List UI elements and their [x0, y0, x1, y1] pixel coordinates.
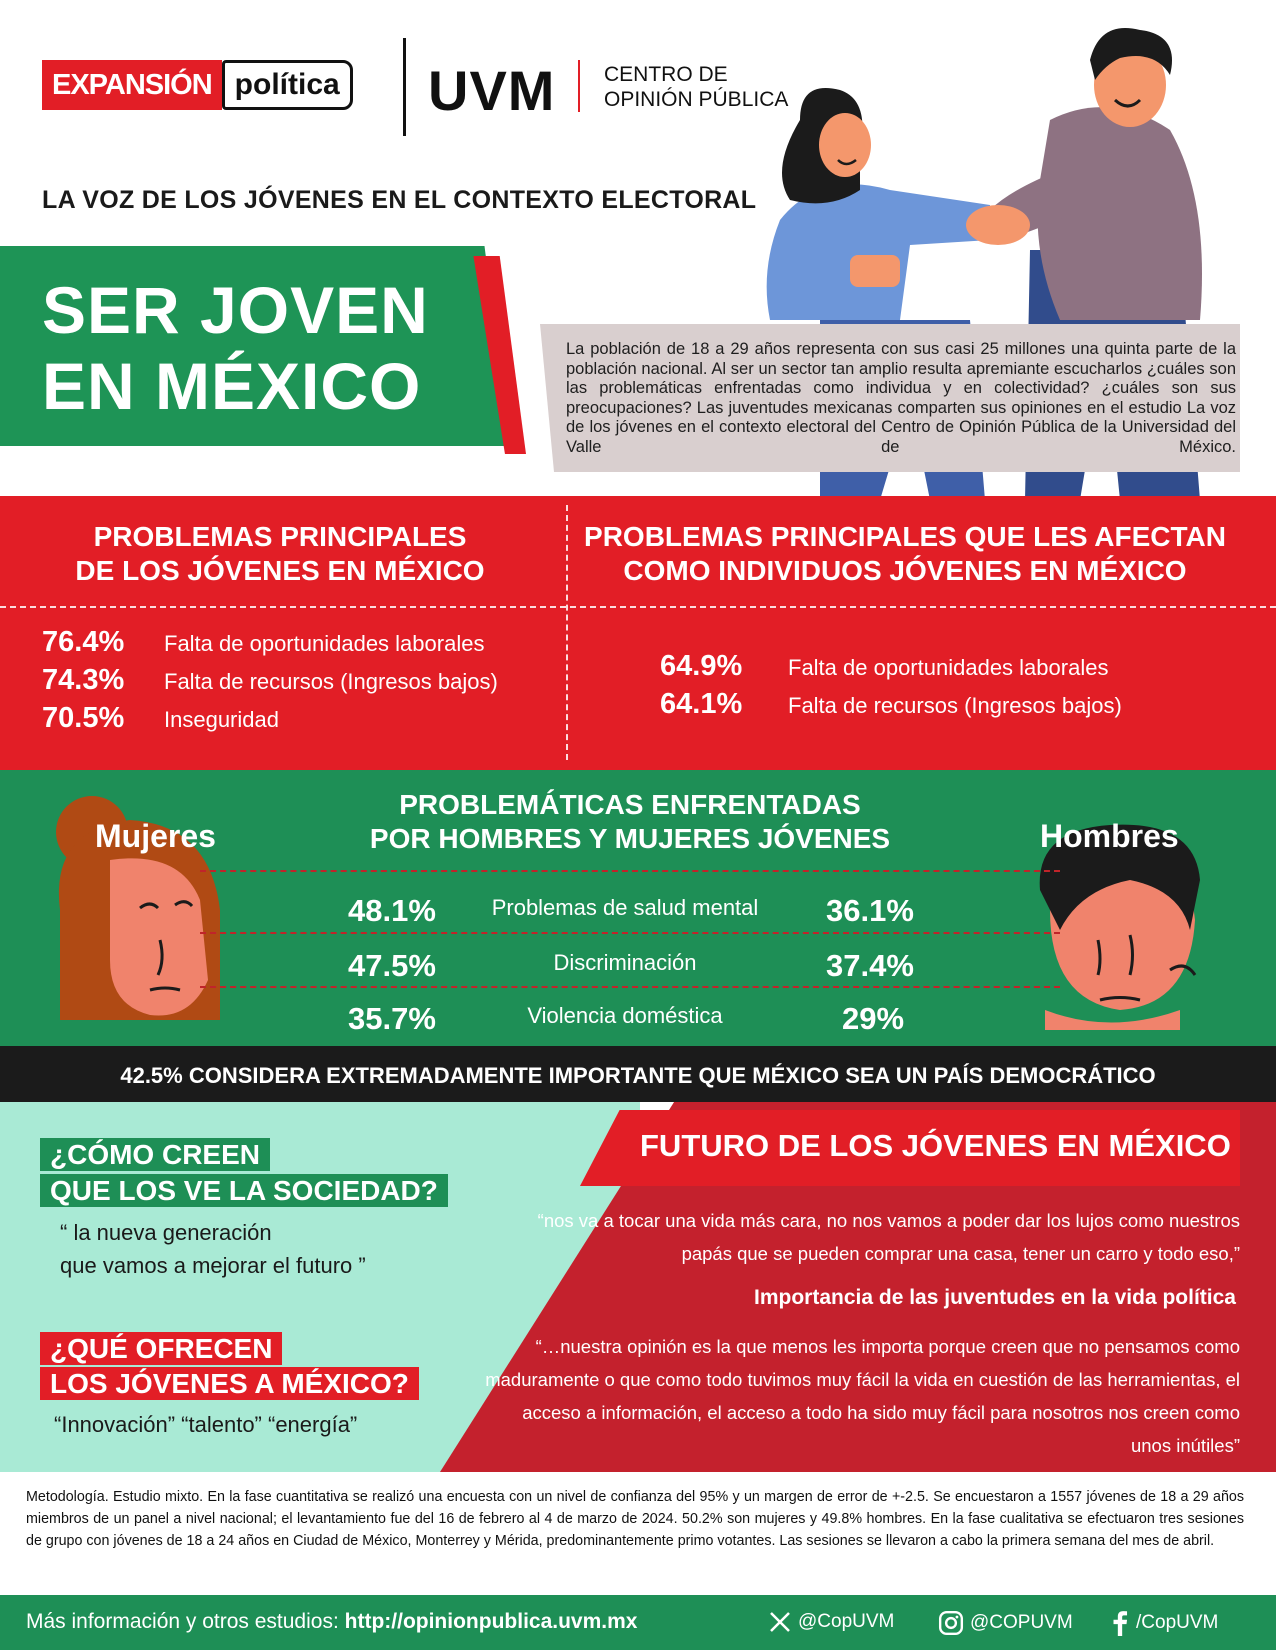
gender-issue-label: Violencia doméstica — [527, 1003, 723, 1028]
facebook-handle: /CopUVM — [1136, 1612, 1219, 1633]
problem-label: Falta de recursos (Ingresos bajos) — [788, 693, 1122, 718]
problem-general-row: 74.3% Falta de recursos (Ingresos bajos) — [42, 664, 498, 697]
democracy-statement: 42.5% CONSIDERA EXTREMADAMENTE IMPORTANT… — [120, 1063, 1156, 1088]
men-label: Hombres — [1040, 818, 1179, 854]
instagram-icon — [938, 1610, 964, 1636]
men-pct: 29% — [842, 1001, 905, 1036]
problem-individual-row: 64.1% Falta de recursos (Ingresos bajos) — [660, 688, 1122, 721]
uvm-logo: UVM — [428, 59, 556, 122]
woman-face-icon — [56, 796, 221, 1020]
footer-url-link[interactable]: http://opinionpublica.uvm.mx — [344, 1610, 638, 1633]
problems-individual-title: PROBLEMAS PRINCIPALES QUE LES AFECTAN CO… — [580, 520, 1230, 588]
page-title: SER JOVEN EN MÉXICO — [42, 272, 429, 424]
importance-title: Importancia de las juventudes en la vida… — [754, 1286, 1236, 1309]
gender-issue-label: Discriminación — [553, 950, 697, 975]
logo-cop-line2: OPINIÓN PÚBLICA — [604, 88, 789, 111]
problem-label: Falta de recursos (Ingresos bajos) — [164, 669, 498, 694]
intro-box — [540, 324, 1240, 472]
x-twitter-icon — [770, 1612, 790, 1632]
problem-pct: 70.5% — [42, 702, 125, 734]
twitter-link[interactable]: @CopUVM — [768, 1610, 894, 1634]
problems-individual-title-line1: PROBLEMAS PRINCIPALES QUE LES AFECTAN — [584, 521, 1226, 552]
intro-paragraph: La población de 18 a 29 años representa … — [566, 340, 1236, 456]
problems-divider-horizontal — [0, 606, 1276, 608]
title-line1: SER JOVEN — [42, 273, 429, 347]
problem-pct: 64.1% — [660, 688, 743, 720]
instagram-link[interactable]: @COPUVM — [938, 1610, 1073, 1636]
importance-quote: “…nuestra opinión es la que menos les im… — [485, 1336, 1240, 1456]
problems-divider-vertical — [566, 505, 568, 760]
problems-general-title: PROBLEMAS PRINCIPALES DE LOS JÓVENES EN … — [40, 520, 520, 588]
women-pct: 47.5% — [348, 948, 436, 983]
problems-general-title-line2: DE LOS JÓVENES EN MÉXICO — [75, 555, 485, 586]
problem-pct: 64.9% — [660, 650, 743, 682]
footer-info-label: Más información y otros estudios: — [26, 1610, 339, 1633]
twitter-handle: @CopUVM — [798, 1611, 895, 1632]
logo-divider — [403, 38, 406, 136]
future-quote: “nos va a tocar una vida más cara, no no… — [537, 1210, 1240, 1264]
problem-label: Inseguridad — [164, 707, 279, 732]
society-quote-line1: “ la nueva generación — [60, 1220, 272, 1245]
gender-title-line1: PROBLEMÁTICAS ENFRENTADAS — [399, 789, 861, 820]
logo-cop-line1: CENTRO DE — [604, 63, 728, 86]
problem-pct: 76.4% — [42, 626, 125, 658]
footer — [0, 1595, 1276, 1650]
problems-section — [0, 496, 1276, 770]
gender-title-line2: POR HOMBRES Y MUJERES JÓVENES — [369, 823, 891, 854]
offer-question-tag: ¿QUÉ OFRECEN — [40, 1332, 283, 1365]
women-label: Mujeres — [95, 818, 216, 854]
logo-expansion-text: EXPANSIÓN — [42, 60, 222, 110]
society-question-tag: QUE LOS VE LA SOCIEDAD? — [40, 1174, 448, 1207]
gender-divider — [200, 986, 1060, 988]
problem-general-row: 76.4% Falta de oportunidades laborales — [42, 626, 484, 659]
gender-divider — [200, 932, 1060, 934]
handshake-illustration — [766, 28, 1202, 500]
facebook-icon — [1113, 1611, 1128, 1636]
methodology-text: Metodología. Estudio mixto. En la fase c… — [26, 1489, 1244, 1549]
problems-individual-title-line2: COMO INDIVIDUOS JÓVENES EN MÉXICO — [623, 555, 1187, 586]
gender-divider — [200, 870, 1060, 872]
future-section-title: FUTURO DE LOS JÓVENES EN MÉXICO — [640, 1128, 1231, 1163]
democracy-bar — [0, 1046, 1276, 1102]
uvm-logo-divider — [578, 60, 580, 112]
future-title-banner — [580, 1110, 1240, 1186]
expansion-politica-logo: EXPANSIÓN política — [42, 60, 353, 110]
men-pct: 37.4% — [826, 948, 914, 983]
society-question-tag: ¿CÓMO CREEN — [40, 1138, 270, 1171]
problem-label: Falta de oportunidades laborales — [164, 631, 485, 656]
gender-issue-label: Problemas de salud mental — [491, 895, 759, 920]
title-banner-green — [0, 246, 510, 446]
problem-pct: 74.3% — [42, 664, 125, 696]
instagram-handle: @COPUVM — [970, 1612, 1073, 1633]
women-pct: 48.1% — [348, 893, 436, 928]
man-face-icon — [1039, 824, 1200, 1030]
society-quote: “ la nueva generación que vamos a mejora… — [60, 1216, 366, 1282]
centro-opinion-publica-logo: CENTRO DE OPINIÓN PÚBLICA — [604, 62, 788, 112]
offer-question-tag: LOS JÓVENES A MÉXICO? — [40, 1367, 419, 1400]
facebook-link[interactable]: /CopUVM — [1110, 1610, 1218, 1636]
problems-general-title-line1: PROBLEMAS PRINCIPALES — [93, 521, 467, 552]
page-subtitle: LA VOZ DE LOS JÓVENES EN EL CONTEXTO ELE… — [42, 186, 757, 214]
problem-label: Falta de oportunidades laborales — [788, 655, 1109, 680]
gender-section-title: PROBLEMÁTICAS ENFRENTADAS POR HOMBRES Y … — [330, 788, 930, 856]
logo-politica-text: política — [221, 60, 353, 110]
offer-quote: “Innovación” “talento” “energía” — [54, 1412, 358, 1437]
title-line2: EN MÉXICO — [42, 349, 422, 423]
women-pct: 35.7% — [348, 1001, 436, 1036]
men-pct: 36.1% — [826, 893, 914, 928]
problem-general-row: 70.5% Inseguridad — [42, 702, 279, 735]
society-quote-line2: que vamos a mejorar el futuro ” — [60, 1253, 366, 1278]
footer-info: Más información y otros estudios: http:/… — [26, 1610, 637, 1634]
problem-individual-row: 64.9% Falta de oportunidades laborales — [660, 650, 1108, 683]
